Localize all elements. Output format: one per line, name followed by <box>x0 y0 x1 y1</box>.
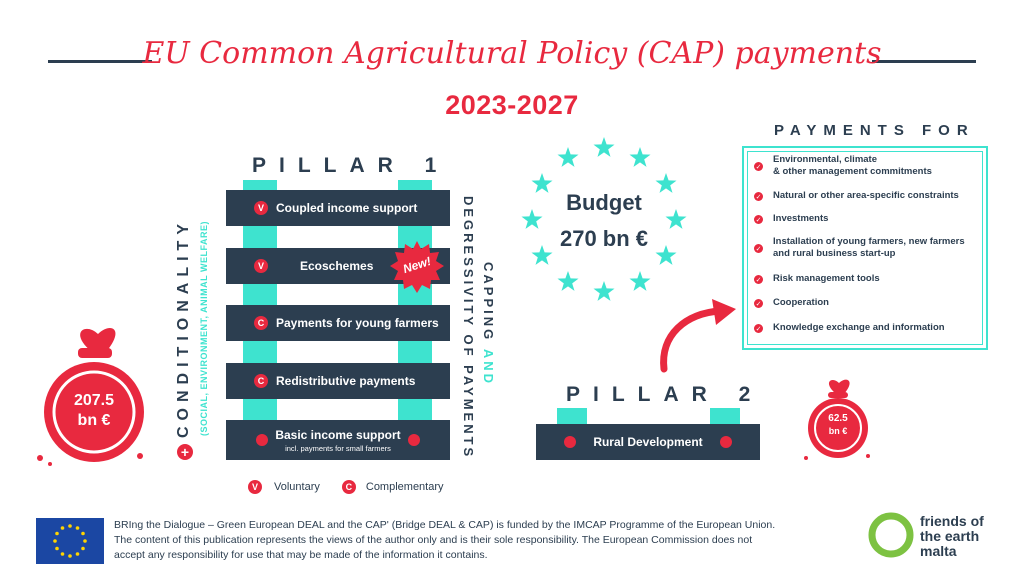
curved-arrow-icon <box>660 299 736 373</box>
page-title: EU Common Agricultural Policy (CAP) paym… <box>142 36 882 71</box>
page-subtitle-years: 2023-2027 <box>445 90 579 120</box>
check-icon: ✓ <box>754 324 763 333</box>
pillar1-item-young-farmers: C Payments for young farmers <box>226 305 450 341</box>
payments-for-heading: PAYMENTS FOR <box>774 122 975 139</box>
pillar1-item-label: Coupled income support <box>276 201 418 215</box>
eu-stars-circle-icon <box>521 137 687 301</box>
voluntary-badge: V <box>254 259 268 273</box>
check-icon: ✓ <box>754 244 763 253</box>
pillar2-rural-development: Rural Development <box>536 424 760 460</box>
payments-list: ✓ Environmental, climate & other manageme… <box>754 154 982 342</box>
conditionality-label: CONDITIONALITY <box>175 218 192 438</box>
pillar1-item-basic-income: Basic income support incl. payments for … <box>226 420 450 460</box>
legend: V Voluntary C Complementary <box>248 480 444 494</box>
bullet-dot <box>256 434 268 446</box>
pillar2-column-right <box>710 408 740 424</box>
pillar1-item-redistributive: C Redistributive payments <box>226 363 450 399</box>
pillar1-bag-unit: bn € <box>77 412 111 429</box>
pillar1-heading: PILLAR 1 <box>252 154 450 177</box>
complementary-badge: C <box>254 316 268 330</box>
pillar1-bag-amount: 207.5 <box>73 392 115 409</box>
complementary-badge: C <box>254 374 268 388</box>
check-icon: ✓ <box>754 215 763 224</box>
foe-logo-ring-icon <box>868 512 914 558</box>
payment-item: ✓ Installation of young farmers, new far… <box>754 236 965 259</box>
bullet-dot <box>719 436 732 448</box>
complementary-badge: C <box>341 480 356 494</box>
eu-flag-icon <box>36 518 104 564</box>
legend-voluntary-label: Voluntary <box>274 481 320 493</box>
voluntary-badge: V <box>248 480 262 494</box>
payment-item: ✓ Cooperation <box>754 297 829 308</box>
payment-item: ✓ Investments <box>754 213 829 224</box>
conditionality-sublabel: (SOCIAL, ENVIRONMENT, ANIMAL WELFARE) <box>199 221 209 436</box>
bullet-dot <box>564 436 576 448</box>
payment-item: ✓ Knowledge exchange and information <box>754 322 945 333</box>
pillar1-item-label: Basic income support <box>275 427 401 442</box>
foe-logo-text: friends of the earth malta <box>920 513 984 559</box>
pillar1-item-coupled: V Coupled income support <box>226 190 450 226</box>
legend-complementary-label: Complementary <box>365 481 444 493</box>
money-bag-icon <box>37 328 144 466</box>
payments-for-box <box>742 146 988 350</box>
pillar2-bag-amount: 62.5 <box>828 413 848 424</box>
title-rule-left <box>48 60 152 63</box>
pillar2-bag-unit: bn € <box>828 426 848 436</box>
money-bag-small-icon <box>804 379 870 460</box>
payment-item: ✓ Risk management tools <box>754 273 880 284</box>
capping-label: CAPPING AND <box>481 262 496 387</box>
payment-item: ✓ Natural or other area-specific constra… <box>754 190 959 201</box>
pillar1-item-label: Payments for young farmers <box>276 316 439 330</box>
check-icon: ✓ <box>754 162 763 171</box>
check-icon: ✓ <box>754 299 763 308</box>
pillar1-item-sublabel: incl. payments for small farmers <box>285 443 391 453</box>
title-rule-right <box>872 60 976 63</box>
new-starburst-icon <box>390 241 444 293</box>
budget-amount: 270 bn € <box>559 226 649 251</box>
footer-disclaimer: BRIng the Dialogue – Green European DEAL… <box>114 519 776 561</box>
pillar1-item-label: Ecoschemes <box>300 259 374 273</box>
pillar2-heading: PILLAR 2 <box>566 383 764 406</box>
check-icon: ✓ <box>754 192 763 201</box>
degressivity-label: DEGRESSIVITY OF PAYMENTS <box>461 196 476 460</box>
payment-item: ✓ Environmental, climate & other manageme… <box>754 154 932 177</box>
pillar2-bar-label: Rural Development <box>593 435 703 449</box>
plus-icon: + <box>177 444 193 460</box>
check-icon: ✓ <box>754 275 763 284</box>
voluntary-badge: V <box>254 201 268 215</box>
bullet-dot <box>408 434 420 446</box>
budget-label: Budget <box>566 190 642 215</box>
pillar2-column-left <box>557 408 587 424</box>
pillar1-item-label: Redistributive payments <box>276 374 416 388</box>
